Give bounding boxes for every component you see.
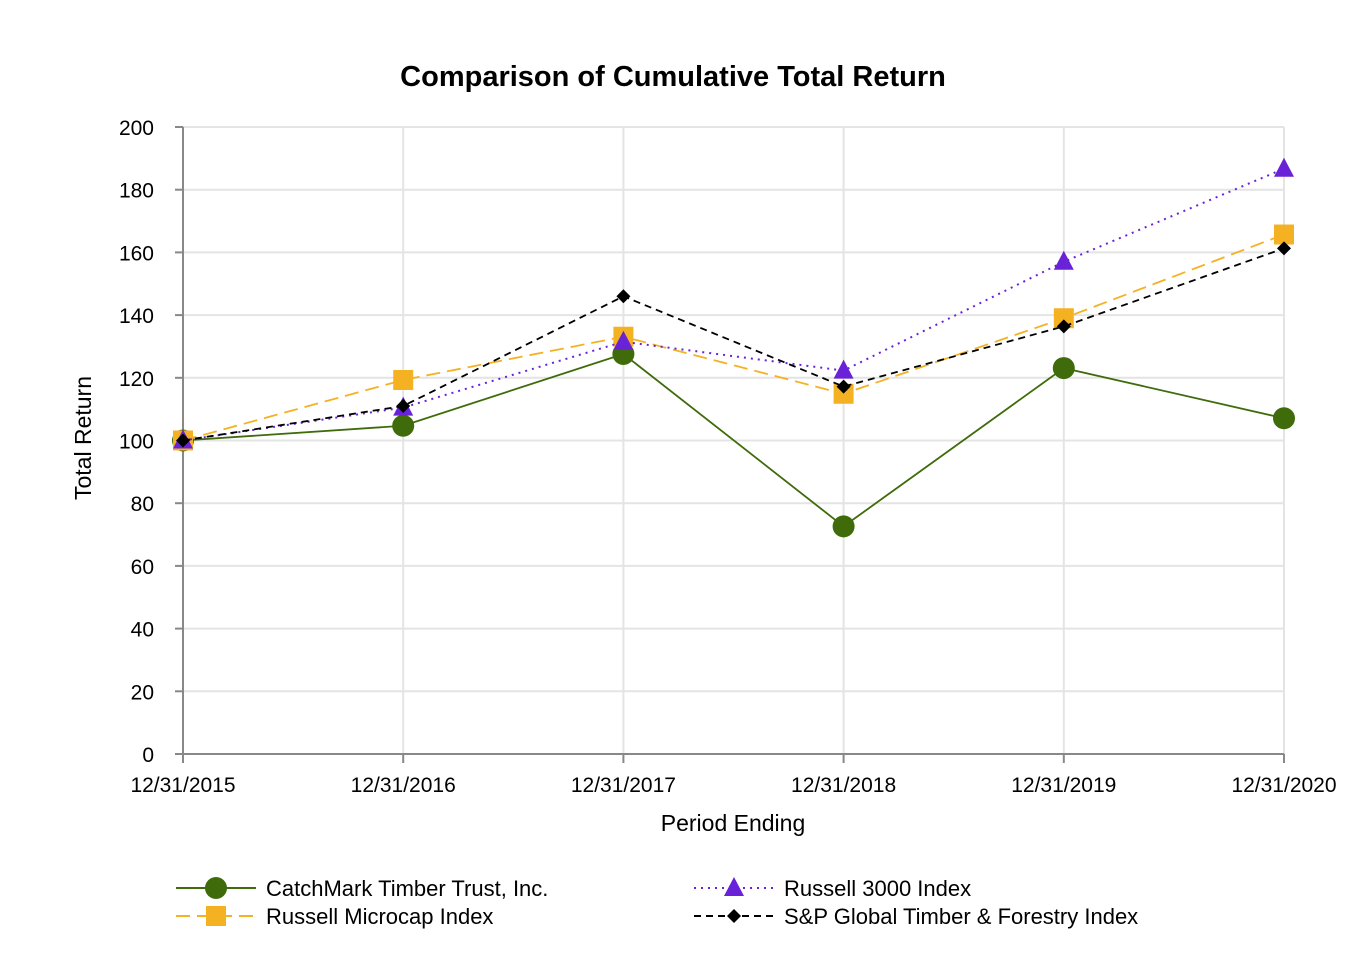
data-point-diamond <box>836 379 851 394</box>
x-tick-labels: 12/31/2015 12/31/2016 12/31/2017 12/31/2018… <box>130 774 1336 797</box>
y-tick-label: 20 <box>131 681 154 704</box>
series-line <box>182 233 1285 442</box>
y-axis-title: Total Return <box>70 376 96 500</box>
data-point-circle <box>832 515 855 538</box>
data-point-diamond <box>616 289 631 304</box>
data-point-square <box>393 369 414 390</box>
legend: CatchMark Timber Trust, Inc. Russell Micr… <box>176 876 1138 929</box>
y-tick-label: 140 <box>119 305 154 328</box>
data-point-square <box>1053 308 1074 329</box>
data-point-triangle <box>1274 157 1294 177</box>
legend-item: S&P Global Timber & Forestry Index <box>694 904 1138 929</box>
y-tick-label: 180 <box>119 180 154 203</box>
x-axis-title: Period Ending <box>661 810 806 836</box>
y-tick-label: 80 <box>131 493 154 516</box>
legend-label: Russell 3000 Index <box>784 876 971 901</box>
data-point-triangle <box>613 330 634 350</box>
data-point-diamond <box>1277 241 1291 256</box>
data-point-diamond <box>396 399 411 414</box>
legend-item: Russell Microcap Index <box>176 904 493 929</box>
y-tick-label: 0 <box>142 744 154 767</box>
legend-marker-circle <box>205 877 227 899</box>
chart-title: Comparison of Cumulative Total Return <box>400 61 946 93</box>
series-2 <box>173 157 1294 449</box>
legend-item: Russell 3000 Index <box>694 876 971 901</box>
legend-label: CatchMark Timber Trust, Inc. <box>266 876 548 901</box>
legend-item: CatchMark Timber Trust, Inc. <box>176 876 548 901</box>
y-tick-label: 200 <box>119 117 154 140</box>
data-point-diamond <box>1056 319 1071 334</box>
axes <box>175 126 1285 763</box>
x-tick-label: 12/31/2019 <box>1011 774 1116 797</box>
legend-marker-diamond <box>727 909 741 923</box>
series-3 <box>176 241 1291 448</box>
data-point-square <box>1274 224 1294 245</box>
data-point-triangle <box>1053 250 1074 270</box>
legend-label: S&P Global Timber & Forestry Index <box>784 904 1138 929</box>
y-tick-label: 160 <box>119 242 154 265</box>
series-line <box>182 167 1285 442</box>
data-point-triangle <box>833 359 854 379</box>
y-tick-label: 40 <box>131 619 154 642</box>
y-tick-label: 100 <box>119 431 154 454</box>
legend-marker-square <box>206 906 226 926</box>
x-tick-label: 12/31/2020 <box>1231 774 1336 797</box>
series-layer <box>172 157 1295 538</box>
y-tick-label: 60 <box>131 556 154 579</box>
data-point-diamond <box>176 433 190 448</box>
legend-marker-triangle <box>724 877 744 896</box>
data-point-square <box>833 383 854 404</box>
data-point-circle <box>1273 407 1295 430</box>
x-tick-label: 12/31/2016 <box>351 774 456 797</box>
y-tick-label: 120 <box>119 368 154 391</box>
x-tick-label: 12/31/2015 <box>130 774 235 797</box>
x-tick-label: 12/31/2017 <box>571 774 676 797</box>
series-line <box>182 247 1285 442</box>
legend-label: Russell Microcap Index <box>266 904 493 929</box>
series-line <box>182 352 1285 528</box>
x-tick-label: 12/31/2018 <box>791 774 896 797</box>
data-point-circle <box>392 414 415 437</box>
y-tick-labels: 0 20 40 60 80 100 120 140 160 180 200 <box>119 117 154 767</box>
data-point-circle <box>1052 357 1075 380</box>
